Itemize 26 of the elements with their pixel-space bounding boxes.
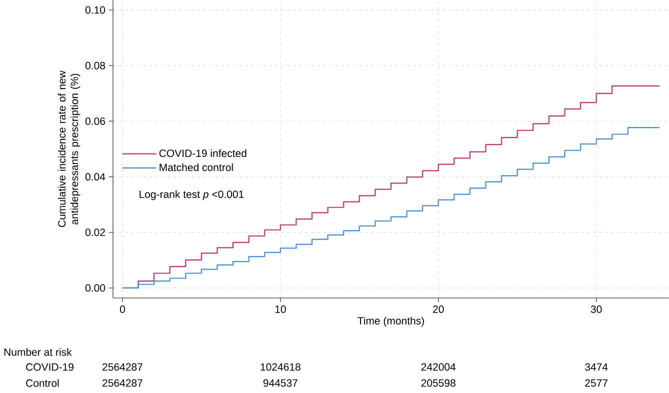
text: 242004 xyxy=(421,363,456,371)
x-tick-label: 20 xyxy=(433,306,444,313)
legend-label: Matched control xyxy=(160,163,233,172)
text: Control xyxy=(26,379,59,387)
annotation: Log-rank test p <0.001 xyxy=(140,190,244,200)
text: 944537 xyxy=(263,379,298,387)
x-tick-label: 0 xyxy=(120,306,125,313)
text: 1024618 xyxy=(260,363,300,371)
x-tick-label: 10 xyxy=(275,306,286,313)
y-tick-label: 0.06 xyxy=(85,117,106,125)
text: 3474 xyxy=(585,363,608,371)
text: 205598 xyxy=(421,379,456,387)
text: 2577 xyxy=(585,379,608,387)
text: COVID-19 xyxy=(26,363,74,371)
x-axis-title: Time (months) xyxy=(358,316,424,327)
y-tick-label: 0.08 xyxy=(85,62,106,70)
y-tick-label: 0.00 xyxy=(85,284,106,292)
y-axis-title: Cumulative incidence rate of new antidepressants prescription (%) xyxy=(58,70,80,227)
legend-label: COVID-19 infected xyxy=(159,149,246,158)
x-tick-label: 30 xyxy=(590,306,602,313)
y-tick-label: 0.02 xyxy=(85,228,105,236)
text: 2564287 xyxy=(102,363,142,371)
y-tick-label: 0.10 xyxy=(85,6,106,14)
text: Number at risk xyxy=(4,348,72,356)
y-tick-label: 0.04 xyxy=(85,173,106,181)
text: 2564287 xyxy=(102,379,142,387)
